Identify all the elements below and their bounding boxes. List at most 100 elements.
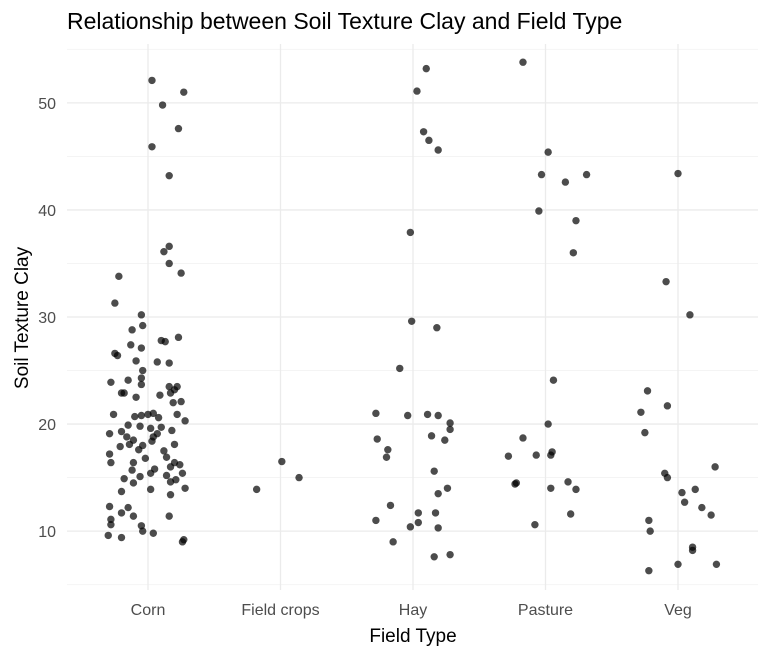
data-point [146,424,155,433]
data-point [674,169,682,178]
data-point [165,512,173,520]
data-point [129,512,138,520]
data-point [109,410,118,419]
data-point [137,380,146,389]
data-point [181,484,189,492]
data-point [446,419,454,427]
data-point [646,527,654,535]
data-point [427,432,436,440]
data-point [146,469,155,478]
data-point [124,503,132,512]
data-point [165,382,173,391]
y-tick-label: 10 [38,524,56,541]
data-point [441,436,449,444]
data-point [116,442,124,451]
data-point [707,511,715,519]
data-point [117,487,126,496]
data-point [166,389,175,397]
data-point [434,524,442,532]
data-point [166,478,175,486]
data-point [431,509,440,517]
data-point [120,474,128,483]
grid [67,44,758,590]
data-point [519,434,527,442]
data-point [125,440,134,449]
data-point [169,398,177,407]
data-point [117,427,126,436]
data-point [645,516,653,525]
data-point [165,359,173,367]
data-point [149,409,157,418]
data-point [434,146,442,154]
data-point [127,341,135,349]
data-point [434,489,442,498]
data-point [173,410,181,419]
data-point [124,421,132,429]
data-point [711,463,719,471]
data-point [414,509,422,517]
y-tick-label: 20 [38,417,56,434]
data-point [537,170,546,179]
data-point [176,461,184,469]
data-point [641,428,649,437]
data-point [136,472,144,481]
data-point [446,550,454,559]
data-points [104,58,721,575]
data-point [396,364,404,373]
data-point [686,311,694,319]
data-point [156,391,164,399]
data-point [157,423,165,431]
x-tick-label: Pasture [518,602,573,619]
data-point [131,412,139,421]
data-point [430,553,438,561]
data-point [407,317,416,325]
x-axis-ticks: Corn Field crops Hay Pasture Veg [131,602,692,619]
data-point [117,533,126,542]
data-point [372,516,380,525]
data-point [386,501,395,510]
data-point [124,376,132,384]
data-point [113,351,122,360]
data-point [174,333,183,342]
data-point [422,64,430,73]
data-point [414,518,422,527]
data-point [561,178,570,186]
data-point [174,124,183,133]
data-point [519,58,527,66]
data-point [643,387,652,395]
data-point [139,527,147,535]
data-point [132,357,140,365]
data-point [160,447,168,455]
data-point [135,446,143,454]
data-point [680,498,689,506]
data-point [678,488,686,497]
data-point [389,538,397,546]
y-tick-label: 50 [38,96,56,113]
data-point [569,249,578,257]
data-point [295,473,303,482]
data-point [153,358,161,366]
data-point [161,337,169,346]
data-point [141,454,150,463]
data-point [139,366,147,375]
data-point [165,242,173,251]
data-point [674,560,682,569]
data-point [104,531,112,540]
data-point [170,440,179,449]
data-point [105,450,114,458]
data-point [662,277,670,286]
data-point [129,458,138,467]
data-point [166,463,175,471]
data-point [154,413,163,422]
data-point [252,485,261,494]
data-point [663,473,672,482]
data-point [178,469,187,478]
data-point [137,311,146,319]
data-point [149,529,157,537]
data-point [433,324,441,332]
data-point [547,484,555,492]
data-point [107,378,115,387]
y-axis-ticks: 10 20 30 40 50 [38,96,56,541]
data-point [425,136,433,145]
